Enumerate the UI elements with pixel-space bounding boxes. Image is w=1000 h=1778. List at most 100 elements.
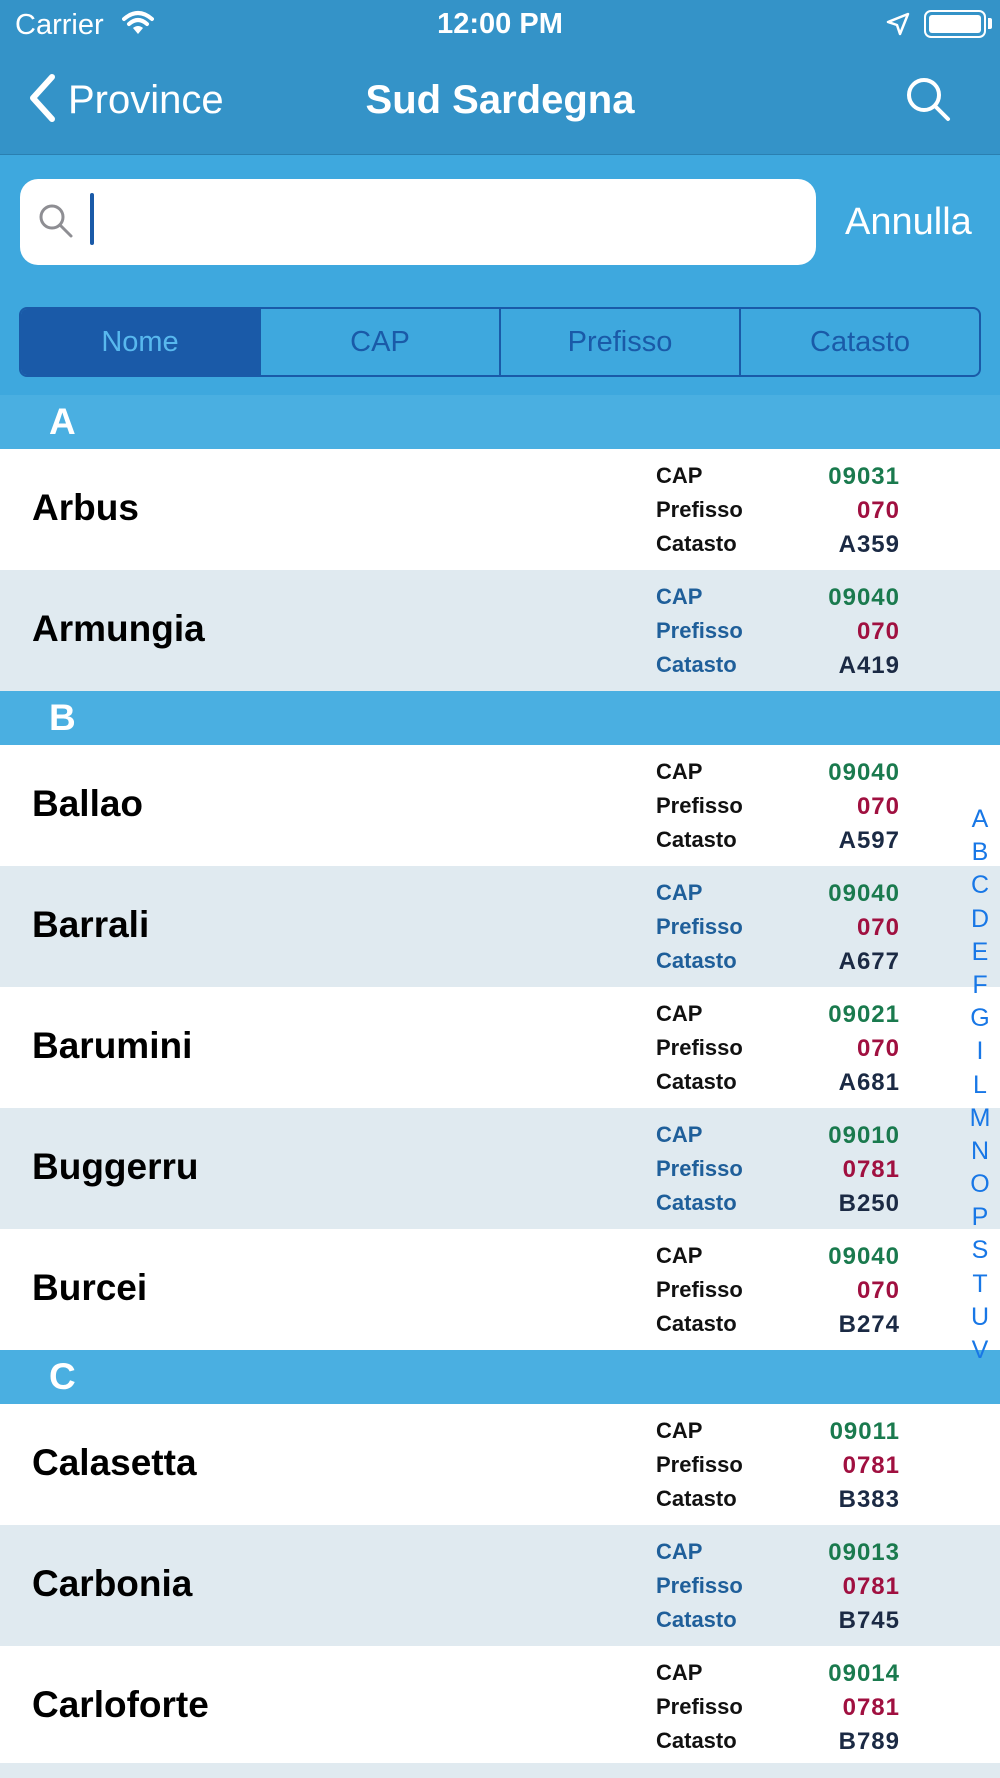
catasto-label: Catasto [656,948,737,973]
status-time: 12:00 PM [437,8,563,40]
catasto-label: Catasto [656,1607,737,1632]
list-item[interactable]: Barumini CAP Prefisso Catasto 09021 070 A681 [0,987,1000,1108]
cap-value: 09011 [829,1418,900,1445]
location-arrow-icon [886,12,910,41]
prefisso-label: Prefisso [656,1573,743,1598]
search-scope-segmented-control: Nome CAP Prefisso Catasto [19,307,981,377]
search-area: Annulla Nome CAP Prefisso Catasto [0,155,1000,395]
list-item[interactable]: Armungia CAP Prefisso Catasto 09040 070 A419 [0,570,1000,691]
cap-value: 09013 [828,1539,900,1566]
catasto-label: Catasto [656,1311,737,1336]
comune-name: Carbonia [32,1563,193,1604]
list-item[interactable]: Carloforte CAP Prefisso Catasto 09014 0781 B78… [0,1646,1000,1767]
catasto-label: Catasto [656,1728,737,1753]
section-header-a: A [0,395,1000,449]
back-button-label: Province [68,77,224,122]
prefisso-label: Prefisso [656,914,743,939]
index-letter-e[interactable]: E [971,937,989,966]
index-letter-b[interactable]: B [971,838,989,867]
prefisso-label: Prefisso [656,793,743,818]
list-item[interactable]: Carbonia CAP Prefisso Catasto 09013 0781 B745 [0,1525,1000,1646]
catasto-value: A681 [838,1069,900,1096]
cap-label: CAP [656,584,703,609]
catasto-label: Catasto [656,531,737,556]
index-letter-d[interactable]: D [970,904,990,933]
cap-label: CAP [656,463,703,488]
header-divider [0,154,1000,155]
catasto-value: A677 [838,948,900,975]
catasto-value: B789 [838,1728,900,1755]
prefisso-value: 0781 [842,1573,900,1600]
index-letter-p[interactable]: P [971,1203,989,1232]
catasto-label: Catasto [656,652,737,677]
list-item[interactable]: Barrali CAP Prefisso Catasto 09040 070 A677 [0,866,1000,987]
search-icon[interactable] [905,76,951,127]
segment-nome[interactable]: Nome [21,309,259,375]
comune-name: Ballao [32,783,144,824]
comune-name: Calasetta [32,1442,197,1483]
segment-prefisso[interactable]: Prefisso [499,309,739,375]
index-letter-l[interactable]: L [973,1070,987,1099]
index-letter-u[interactable]: U [970,1302,990,1331]
carrier-label: Carrier [15,9,104,41]
list-item[interactable]: Ballao CAP Prefisso Catasto 09040 070 A597 [0,745,1000,866]
prefisso-value: 0781 [842,1694,900,1721]
cap-value: 09021 [828,1001,900,1028]
prefisso-value: 070 [856,618,900,645]
catasto-value: B274 [838,1311,900,1338]
list-item[interactable]: Arbus CAP Prefisso Catasto 09031 070 A359 [0,449,1000,570]
comune-name: Buggerru [32,1146,199,1187]
comune-name: Armungia [32,608,205,649]
battery-tip [988,18,992,29]
index-letter-i[interactable]: I [976,1037,984,1066]
cap-label: CAP [656,1243,703,1268]
list-item[interactable]: Buggerru CAP Prefisso Catasto 09010 0781 B250 [0,1108,1000,1229]
comune-name: Carloforte [32,1684,209,1725]
cap-label: CAP [656,1660,703,1685]
segment-catasto[interactable]: Catasto [739,309,979,375]
prefisso-label: Prefisso [656,1694,743,1719]
prefisso-value: 070 [856,497,900,524]
prefisso-label: Prefisso [656,1277,743,1302]
comune-name: Barumini [32,1025,193,1066]
catasto-label: Catasto [656,1486,737,1511]
segment-cap[interactable]: CAP [259,309,499,375]
index-letter-o[interactable]: O [970,1170,990,1199]
index-letter-s[interactable]: S [971,1236,989,1265]
list-item[interactable]: Calasetta CAP Prefisso Catasto 09011 0781 B383 [0,1404,1000,1525]
section-header-c: C [0,1350,1000,1404]
prefisso-label: Prefisso [656,497,743,522]
prefisso-value: 0781 [842,1452,900,1479]
back-button[interactable]: Province [28,72,224,128]
chevron-left-icon [28,73,56,128]
battery-icon [924,10,986,38]
prefisso-label: Prefisso [656,1452,743,1477]
cap-label: CAP [656,759,703,784]
prefisso-value: 070 [856,1035,900,1062]
search-bar[interactable] [20,179,816,265]
index-letter-v[interactable]: V [971,1336,989,1364]
cap-label: CAP [656,1122,703,1147]
index-letter-f[interactable]: F [972,970,988,999]
prefisso-label: Prefisso [656,1156,743,1181]
search-input[interactable] [88,189,788,255]
index-letter-n[interactable]: N [970,1136,990,1165]
index-letter-m[interactable]: M [969,1103,991,1132]
index-letter-g[interactable]: G [970,1004,990,1033]
prefisso-label: Prefisso [656,1035,743,1060]
catasto-label: Catasto [656,1190,737,1215]
prefisso-value: 070 [856,1277,900,1304]
catasto-value: A597 [838,827,900,854]
section-header-b: B [0,691,1000,745]
cap-value: 09010 [828,1122,900,1149]
index-letter-c[interactable]: C [970,871,990,900]
list-item[interactable]: Burcei CAP Prefisso Catasto 09040 070 B274 [0,1229,1000,1350]
index-letter-a[interactable]: A [971,805,989,833]
index-letter-t[interactable]: T [972,1269,988,1298]
cap-label: CAP [656,1539,703,1564]
cancel-button[interactable]: Annulla [845,201,972,243]
text-cursor [90,193,94,245]
catasto-value: B745 [838,1607,900,1634]
cap-label: CAP [656,1418,703,1443]
